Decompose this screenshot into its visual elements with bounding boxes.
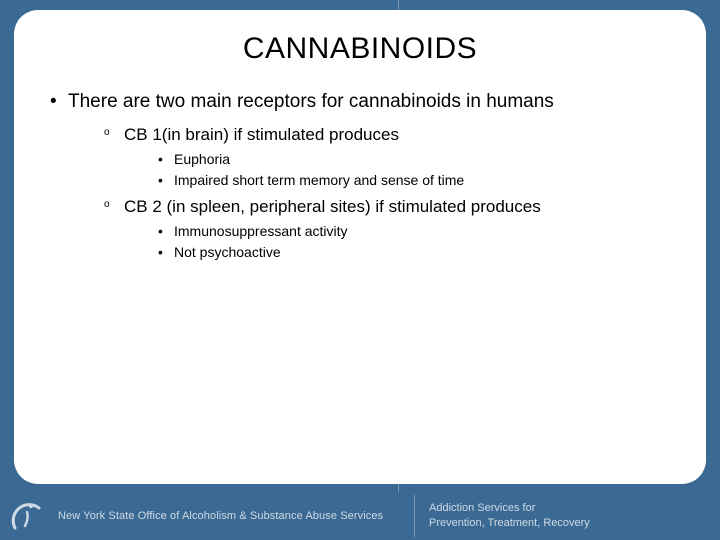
footer-divider <box>414 495 415 537</box>
list-item: Not psychoactive <box>158 243 680 262</box>
list-item: There are two main receptors for cannabi… <box>50 90 680 262</box>
bullet-text: CB 1(in brain) if stimulated produces <box>124 125 399 144</box>
bullet-text: Euphoria <box>174 151 230 167</box>
bullet-list-level2: CB 1(in brain) if stimulated produces Eu… <box>68 124 680 262</box>
vertical-divider-top <box>398 0 399 10</box>
slide-title: CANNABINOIDS <box>40 32 680 66</box>
slide-card: CANNABINOIDS There are two main receptor… <box>14 10 706 484</box>
bullet-list-level1: There are two main receptors for cannabi… <box>40 90 680 262</box>
list-item: Impaired short term memory and sense of … <box>158 171 680 190</box>
bullet-text: Immunosuppressant activity <box>174 223 348 239</box>
vertical-divider-bottom <box>398 484 399 492</box>
list-item: Immunosuppressant activity <box>158 222 680 241</box>
list-item: Euphoria <box>158 150 680 169</box>
list-item: CB 1(in brain) if stimulated produces Eu… <box>104 124 680 190</box>
footer-org-text: New York State Office of Alcoholism & Su… <box>54 510 406 522</box>
swoosh-icon <box>9 498 45 534</box>
footer-tagline-line1: Addiction Services for <box>429 501 590 516</box>
footer-tagline-line2: Prevention, Treatment, Recovery <box>429 516 590 531</box>
bullet-text: Not psychoactive <box>174 244 281 260</box>
bullet-text: There are two main receptors for cannabi… <box>68 91 554 112</box>
bullet-list-level3: Euphoria Impaired short term memory and … <box>124 150 680 190</box>
bullet-text: CB 2 (in spleen, peripheral sites) if st… <box>124 197 541 216</box>
bullet-text: Impaired short term memory and sense of … <box>174 172 464 188</box>
footer-logo <box>0 492 54 540</box>
list-item: CB 2 (in spleen, peripheral sites) if st… <box>104 196 680 262</box>
footer-tagline: Addiction Services for Prevention, Treat… <box>429 501 590 531</box>
footer-bar: New York State Office of Alcoholism & Su… <box>0 492 720 540</box>
bullet-list-level3: Immunosuppressant activity Not psychoact… <box>124 222 680 262</box>
